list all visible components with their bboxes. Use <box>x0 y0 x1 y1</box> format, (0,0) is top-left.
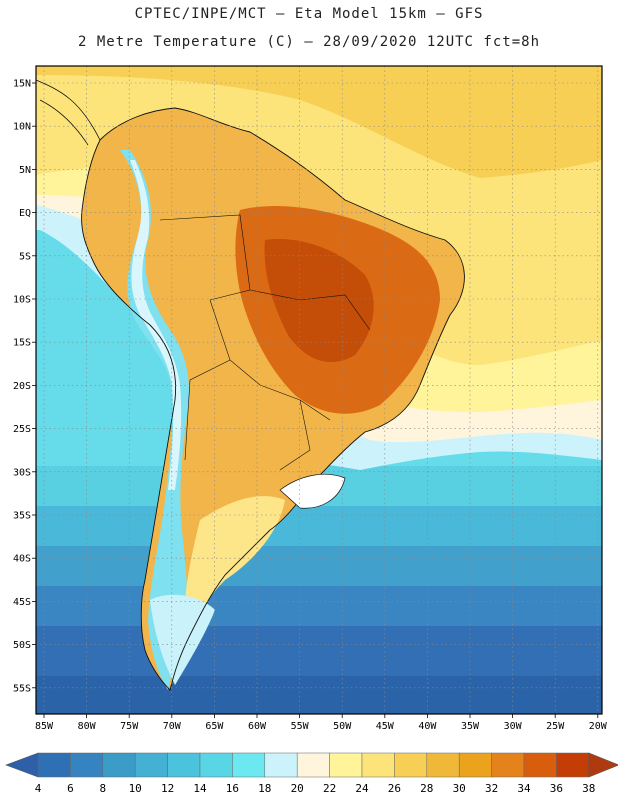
colorbar-box <box>167 752 201 778</box>
colorbar-box <box>556 752 590 778</box>
lat-label: 55S <box>13 683 31 694</box>
colorbar-box <box>394 752 428 778</box>
colorbar-label: 22 <box>323 782 336 795</box>
map-field <box>36 66 602 714</box>
chart-title-line1: CPTEC/INPE/MCT – Eta Model 15km – GFS <box>134 6 484 22</box>
latitude-labels: 15N 10N 5N EQ 5S 10S 15S 20S 25S 30S 35S 40S 45S 50S 5… <box>13 79 31 695</box>
colorbar-label: 10 <box>129 782 142 795</box>
lat-label: 20S <box>13 381 31 392</box>
colorbar-boxes <box>5 752 618 778</box>
colorbar-label: 26 <box>388 782 401 795</box>
lon-label: 35W <box>461 721 480 732</box>
colorbar-label: 36 <box>550 782 563 795</box>
chart-title-line2: 2 Metre Temperature (C) – 28/09/2020 12U… <box>77 34 540 50</box>
lat-label: 35S <box>13 511 31 522</box>
lon-label: 70W <box>163 721 182 732</box>
lat-label: 10S <box>13 295 31 306</box>
colorbar-box <box>70 752 104 778</box>
colorbar-box <box>199 752 233 778</box>
lon-label: 40W <box>418 721 437 732</box>
uruguay-region <box>279 473 346 509</box>
colorbar-box <box>361 752 395 778</box>
colorbar-labels: 4 6 8 10 12 14 16 18 20 22 24 26 28 30 32 34 36 38 <box>35 782 596 795</box>
colorbar: 4 6 8 10 12 14 16 18 20 22 24 26 28 30 32 34 36 38 <box>5 752 618 795</box>
colorbar-box <box>296 752 330 778</box>
colorbar-label: 38 <box>582 782 595 795</box>
colorbar-box <box>37 752 71 778</box>
map-frame <box>35 65 603 715</box>
colorbar-label: 6 <box>67 782 74 795</box>
lat-label: 15S <box>13 338 31 349</box>
coastline <box>81 107 465 691</box>
lat-label: EQ <box>19 208 31 219</box>
colorbar-label: 32 <box>485 782 498 795</box>
lon-label: 20W <box>589 721 608 732</box>
colorbar-high-arrow <box>588 752 618 778</box>
lat-label: 45S <box>13 597 31 608</box>
colorbar-label: 16 <box>226 782 239 795</box>
colorbar-box <box>458 752 492 778</box>
lon-label: 75W <box>120 721 139 732</box>
colorbar-box <box>491 752 525 778</box>
lon-label: 80W <box>78 721 97 732</box>
colorbar-box <box>523 752 557 778</box>
temperature-map: 15N 10N 5N EQ 5S 10S 15S 20S 25S 30S 35S 40S 45S 50S 5… <box>13 65 608 732</box>
graticule <box>32 66 602 718</box>
lat-label: 10N <box>13 122 31 133</box>
longitude-labels: 85W 80W 75W 70W 65W 60W 55W 50W 45W 40W 35W 30W 25W 2… <box>35 721 608 732</box>
colorbar-label: 24 <box>355 782 369 795</box>
lat-label: 40S <box>13 554 31 565</box>
lon-label: 65W <box>205 721 224 732</box>
colorbar-box <box>329 752 363 778</box>
lat-label: 50S <box>13 640 31 651</box>
lat-label: 30S <box>13 467 31 478</box>
colorbar-label: 20 <box>291 782 304 795</box>
colorbar-box <box>264 752 298 778</box>
colorbar-label: 14 <box>193 782 207 795</box>
lon-label: 60W <box>248 721 267 732</box>
lon-label: 50W <box>333 721 352 732</box>
colorbar-label: 28 <box>420 782 433 795</box>
lon-label: 30W <box>504 721 523 732</box>
colorbar-label: 34 <box>517 782 531 795</box>
lon-label: 55W <box>291 721 310 732</box>
colorbar-box <box>232 752 266 778</box>
lat-label: 5N <box>19 165 31 176</box>
ocean-band <box>36 66 602 178</box>
lon-label: 85W <box>35 721 54 732</box>
lat-label: 25S <box>13 424 31 435</box>
country-borders <box>159 214 371 471</box>
lon-label: 25W <box>546 721 565 732</box>
andes-snow-zone <box>130 160 182 490</box>
hot-core <box>264 239 374 363</box>
lon-label: 45W <box>376 721 395 732</box>
colorbar-low-arrow <box>5 752 39 778</box>
lat-label: 15N <box>13 79 31 90</box>
colorbar-box <box>102 752 136 778</box>
colorbar-label: 12 <box>161 782 174 795</box>
colorbar-label: 4 <box>35 782 42 795</box>
lat-label: 5S <box>19 251 31 262</box>
colorbar-label: 30 <box>453 782 466 795</box>
central-america-coast <box>35 79 101 146</box>
colorbar-label: 8 <box>99 782 106 795</box>
colorbar-box <box>134 752 168 778</box>
colorbar-box <box>426 752 460 778</box>
patagonia-zone <box>184 496 285 640</box>
colorbar-label: 18 <box>258 782 271 795</box>
